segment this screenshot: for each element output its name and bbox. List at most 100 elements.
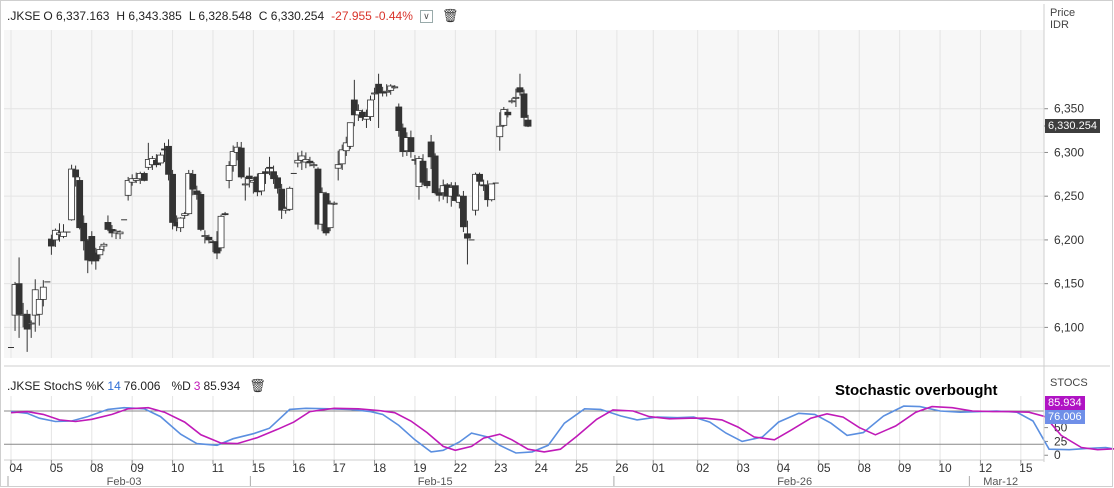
- candle: [35, 298, 43, 326]
- stoch-d-value: 85.934: [203, 379, 241, 393]
- change-value: -27.955: [331, 9, 372, 23]
- candle-body: [193, 190, 201, 195]
- candle: [306, 156, 314, 167]
- candle-body: [330, 202, 338, 205]
- candle-body: [472, 173, 479, 211]
- month-label: Feb-03: [107, 476, 142, 488]
- x-tick-label: 26: [615, 461, 629, 475]
- trash-icon[interactable]: 🗑: [441, 8, 459, 23]
- candle: [221, 211, 229, 216]
- candle-body: [488, 183, 496, 201]
- candle-body: [407, 137, 415, 152]
- candle: [241, 176, 249, 201]
- candle-body: [512, 96, 520, 99]
- candle: [132, 172, 140, 184]
- stoch-line-k: [10, 405, 1114, 454]
- candle-body: [375, 83, 382, 94]
- x-tick-label: 09: [898, 461, 912, 475]
- candle: [193, 185, 201, 200]
- candle-body: [217, 215, 225, 249]
- candle: [76, 176, 84, 230]
- high-value: H 6,343.385: [116, 9, 182, 23]
- candle: [496, 112, 504, 151]
- x-tick-label: 08: [858, 461, 872, 475]
- stoch-label: .JKSE StochS %K: [7, 379, 105, 393]
- candle-body: [157, 154, 164, 164]
- candle: [464, 220, 471, 265]
- candle-body: [80, 222, 88, 242]
- chart-annotation: Stochastic overbought: [835, 382, 998, 399]
- candle-body: [23, 313, 31, 330]
- candle-body: [181, 213, 189, 216]
- candle: [338, 144, 346, 170]
- candle: [286, 186, 294, 212]
- candle-body: [116, 231, 124, 235]
- open-value: O 6,337.163: [43, 9, 110, 23]
- candle-body: [306, 160, 314, 164]
- price-plot-area: [4, 30, 1044, 358]
- candle-body: [278, 188, 286, 211]
- candle: [294, 152, 302, 168]
- candle-body: [391, 86, 399, 89]
- candle-body: [189, 173, 197, 190]
- candle: [157, 152, 164, 166]
- candle: [508, 98, 516, 104]
- candle: [512, 88, 520, 107]
- chevron-down-icon[interactable]: ∨: [419, 9, 433, 23]
- candle-body: [524, 119, 532, 127]
- candle: [476, 172, 483, 186]
- candle: [520, 89, 528, 127]
- candle: [27, 320, 35, 338]
- candle-body: [326, 203, 334, 229]
- price-tick-label: 6,250: [1054, 189, 1084, 203]
- candle: [363, 109, 370, 128]
- candle: [39, 280, 47, 307]
- candle-body: [451, 185, 459, 201]
- x-tick-label: 12: [979, 461, 993, 475]
- candle: [330, 201, 338, 205]
- candle: [270, 165, 277, 184]
- candle-body: [419, 160, 427, 183]
- candle-body: [47, 238, 55, 247]
- x-tick-label: 10: [938, 461, 952, 475]
- candle-body: [504, 111, 512, 116]
- candle: [177, 217, 185, 233]
- candle: [435, 188, 443, 202]
- candle: [169, 169, 176, 230]
- candle-body: [132, 178, 140, 181]
- last-price-tag: 6,330.254: [1045, 118, 1100, 133]
- x-axis: 04 05 08 09 10 11 15 16 17 18 19 22 23 24 25 26 01 02 03 04…: [4, 459, 1044, 488]
- candle-body: [140, 173, 148, 181]
- price-tick-label: 6,350: [1054, 102, 1084, 116]
- candle-body: [221, 213, 229, 216]
- candle-body: [39, 286, 47, 300]
- candle-body: [100, 243, 108, 247]
- candle: [298, 150, 306, 170]
- candle-body: [460, 195, 467, 228]
- candle-body: [185, 173, 193, 215]
- price-tick-label: 6,200: [1054, 233, 1084, 247]
- symbol-label: .JKSE: [7, 9, 41, 23]
- x-tick-label: 03: [736, 461, 750, 475]
- candle-body: [395, 106, 403, 131]
- candle-body: [241, 183, 249, 186]
- candle: [504, 108, 512, 118]
- candle: [375, 73, 382, 128]
- candle: [407, 130, 415, 158]
- candle: [60, 224, 67, 239]
- candle-body: [52, 229, 59, 241]
- price-panel: 6,100 6,150 6,200 6,250 6,300 6,350: [4, 30, 1110, 367]
- x-tick-label: 11: [212, 461, 225, 475]
- candle-body: [266, 166, 273, 169]
- trash-icon[interactable]: 🗑: [249, 378, 266, 393]
- candle: [310, 162, 318, 169]
- candle-body: [76, 180, 84, 229]
- x-tick-label: 02: [696, 461, 710, 475]
- candle: [451, 182, 459, 202]
- stochastic-header: .JKSE StochS %K 14 76.006 %D 3 85.934 🗑: [7, 379, 269, 393]
- candle: [72, 165, 80, 187]
- candle: [302, 152, 310, 169]
- candle: [92, 247, 100, 270]
- candle: [124, 176, 132, 201]
- price-axis-title: Price IDR: [1050, 7, 1075, 31]
